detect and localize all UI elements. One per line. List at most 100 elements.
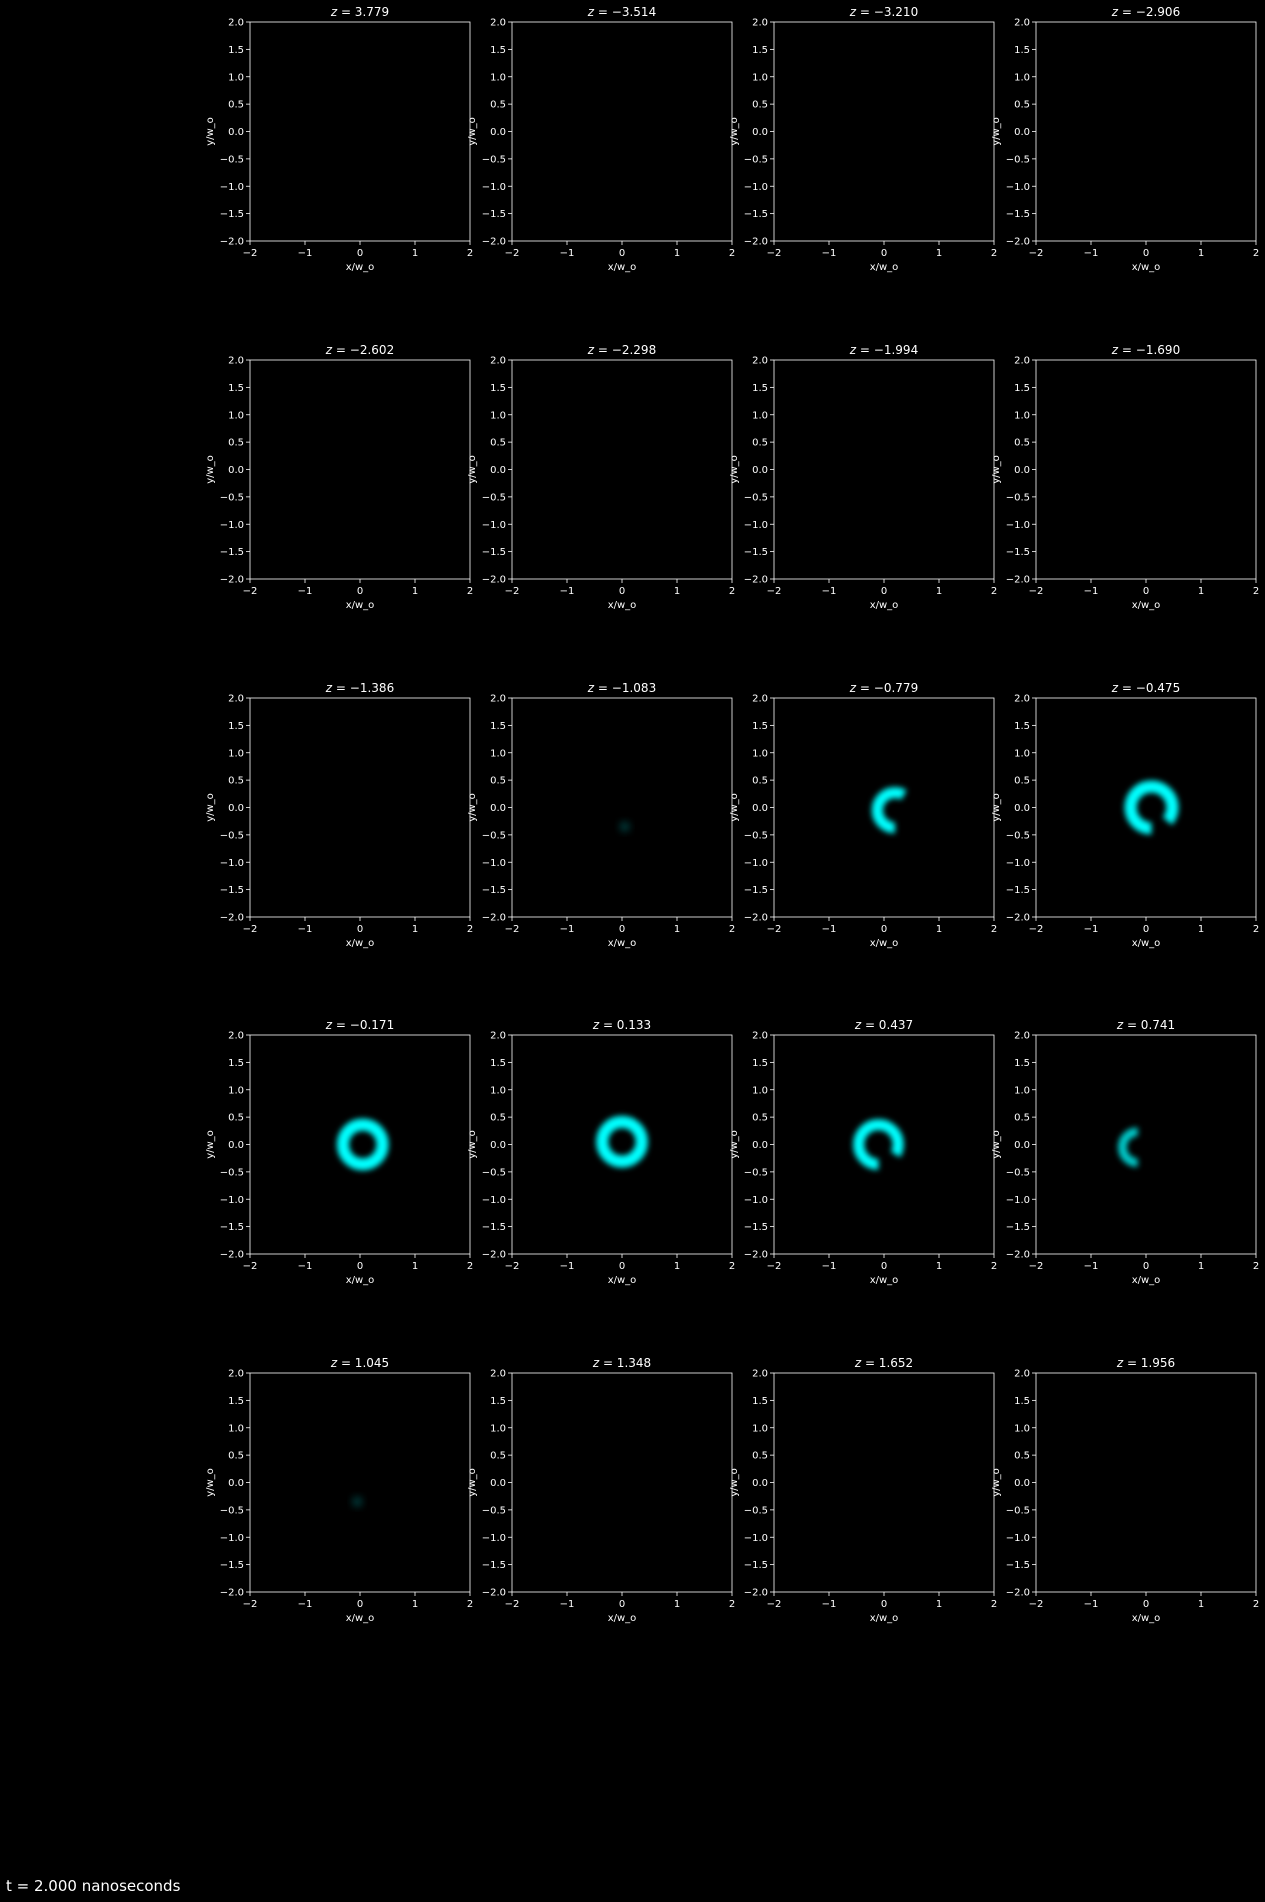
x-tick-label: 2	[991, 248, 997, 259]
x-tick-label: −2	[243, 924, 258, 935]
x-tick-label: 0	[881, 1261, 887, 1272]
y-tick-label: −1.5	[482, 209, 506, 220]
y-tick-label: −0.5	[220, 1505, 244, 1516]
y-tick-label: 0.0	[752, 1478, 768, 1489]
x-tick-label: 2	[729, 248, 735, 259]
y-tick-label: −2.0	[482, 913, 506, 924]
panel-title: z = −1.690	[1111, 343, 1180, 357]
y-axis-label: y/w_o	[729, 117, 740, 146]
panel: z = −3.514 −2 −1 0 1 2 2.0 1.5 1.0 0.5 0.0 −0.5 −1.0…	[467, 5, 735, 273]
y-axis-label: y/w_o	[991, 1468, 1002, 1497]
y-tick-label: 2.0	[228, 18, 244, 29]
intensity-ring	[1117, 1127, 1158, 1168]
panel: z = −2.602 −2 −1 0 1 2 2.0 1.5 1.0 0.5 0.0 −0.5 −1.0…	[205, 343, 473, 611]
x-tick-label: 1	[412, 924, 418, 935]
panel: z = 1.045 −2 −1 0 1 2 2.0 1.5 1.0 0.5 0.0 −0.5 −1.0 −…	[205, 1356, 473, 1624]
panel-title-var: z	[854, 1356, 862, 1370]
x-axis-label: x/w_o	[870, 1275, 899, 1286]
panel-title: z = 1.348	[592, 1356, 651, 1370]
panel-title-var: z	[325, 343, 333, 357]
y-tick-label: 1.5	[1014, 383, 1030, 394]
x-tick-label: −1	[560, 1599, 575, 1610]
panel: z = −0.779 −2 −1 0 1 2 2.0 1.5 1.0 0.5 0.0 −0.5 −1.0…	[729, 681, 997, 949]
y-tick-label: −0.5	[1006, 1505, 1030, 1516]
x-tick-label: 0	[357, 1261, 363, 1272]
panel: z = −1.994 −2 −1 0 1 2 2.0 1.5 1.0 0.5 0.0 −0.5 −1.0…	[729, 343, 997, 611]
y-tick-label: 0.5	[1014, 1451, 1030, 1462]
x-tick-label: 1	[936, 1261, 942, 1272]
ring-group	[1117, 1127, 1158, 1168]
y-tick-label: −2.0	[1006, 1250, 1030, 1261]
x-tick-label: 2	[1253, 1261, 1259, 1272]
x-axis-label: x/w_o	[1132, 600, 1161, 611]
panel-title: z = −1.994	[849, 343, 918, 357]
x-tick-label: 0	[619, 1599, 625, 1610]
x-tick-label: −1	[298, 1261, 313, 1272]
x-tick-label: −1	[822, 1261, 837, 1272]
panel-title: z = −2.602	[325, 343, 394, 357]
y-tick-label: 2.0	[1014, 1369, 1030, 1380]
panel-title-value: = −1.083	[594, 681, 656, 695]
x-tick-label: 2	[467, 248, 473, 259]
x-tick-label: 2	[1253, 1599, 1259, 1610]
x-tick-label: −2	[767, 1599, 782, 1610]
y-tick-label: −2.0	[744, 1250, 768, 1261]
x-tick-label: 1	[936, 248, 942, 259]
y-tick-label: 0.5	[1014, 100, 1030, 111]
y-tick-label: 0.0	[490, 803, 506, 814]
x-axis-label: x/w_o	[346, 938, 375, 949]
x-tick-label: 0	[881, 248, 887, 259]
y-tick-label: 2.0	[490, 694, 506, 705]
y-tick-label: −1.5	[1006, 885, 1030, 896]
x-axis-label: x/w_o	[346, 1275, 375, 1286]
panel-title: z = −1.386	[325, 681, 394, 695]
y-tick-label: −2.0	[744, 913, 768, 924]
ring-group	[853, 1119, 904, 1170]
x-axis-label: x/w_o	[870, 262, 899, 273]
ring-group	[1124, 780, 1179, 835]
x-tick-label: −2	[243, 586, 258, 597]
x-tick-label: −2	[1029, 924, 1044, 935]
x-tick-label: −1	[560, 248, 575, 259]
panel: z = −0.475 −2 −1 0 1 2 2.0 1.5 1.0 0.5 0.0 −0.5 −1.0…	[991, 681, 1259, 949]
panel-title-value: = −3.210	[856, 5, 918, 19]
y-tick-label: 0.0	[752, 465, 768, 476]
panel-title: z = −2.298	[587, 343, 656, 357]
y-tick-label: 0.5	[228, 1113, 244, 1124]
x-tick-label: 0	[1143, 1599, 1149, 1610]
y-tick-label: 1.5	[228, 45, 244, 56]
panel-title-var: z	[592, 1356, 600, 1370]
x-tick-label: 2	[729, 586, 735, 597]
y-tick-label: 0.0	[1014, 1140, 1030, 1151]
x-tick-label: −2	[505, 1261, 520, 1272]
y-tick-label: −1.0	[744, 1533, 768, 1544]
x-tick-label: 1	[412, 1599, 418, 1610]
y-tick-label: 0.0	[228, 803, 244, 814]
y-tick-label: 1.5	[1014, 1058, 1030, 1069]
panel-title-value: = 0.741	[1123, 1018, 1175, 1032]
y-axis-label: y/w_o	[991, 793, 1002, 822]
y-tick-label: −1.5	[1006, 547, 1030, 558]
x-tick-label: 1	[936, 924, 942, 935]
panel-title-var: z	[849, 343, 857, 357]
x-tick-label: 2	[991, 586, 997, 597]
y-axis-label: y/w_o	[729, 1130, 740, 1159]
y-tick-label: −1.0	[220, 1195, 244, 1206]
y-tick-label: −0.5	[744, 492, 768, 503]
panel: z = 3.779 −2 −1 0 1 2 2.0 1.5 1.0 0.5 0.0 −0.5 −1.0 −…	[205, 5, 473, 273]
x-tick-label: 1	[674, 1261, 680, 1272]
y-tick-label: 1.0	[228, 410, 244, 421]
panel-title: z = 1.652	[854, 1356, 913, 1370]
y-tick-label: −1.5	[482, 1560, 506, 1571]
y-tick-label: −1.0	[744, 182, 768, 193]
y-tick-label: −1.5	[744, 1222, 768, 1233]
y-tick-label: 0.5	[228, 776, 244, 787]
panel-title-value: = −2.602	[332, 343, 394, 357]
y-tick-label: 0.0	[752, 803, 768, 814]
x-axis-label: x/w_o	[870, 938, 899, 949]
x-tick-label: 0	[619, 924, 625, 935]
panel-title: z = −2.906	[1111, 5, 1180, 19]
x-axis-label: x/w_o	[870, 600, 899, 611]
panel-title-value: = 3.779	[337, 5, 389, 19]
